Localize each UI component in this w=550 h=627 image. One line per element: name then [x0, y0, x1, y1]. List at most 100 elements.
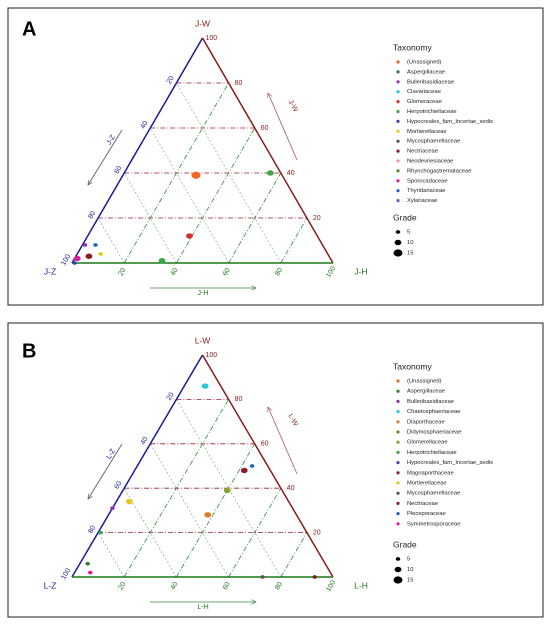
w-tick-label: 40 — [287, 170, 295, 177]
z-tick-label: 20 — [166, 391, 176, 401]
legend-label: Hypocreales_fam_Incertae_sedis — [407, 119, 493, 125]
legend-label: (Unassigned) — [407, 379, 442, 385]
h-tick-label: 80 — [274, 267, 284, 277]
legend-swatch — [396, 139, 400, 143]
data-point — [87, 570, 93, 575]
legend-label: Neodevriesiaceae — [407, 159, 453, 165]
legend-swatch — [396, 420, 400, 424]
size-legend-title: Grade — [393, 539, 417, 549]
size-legend-label: 10 — [407, 240, 413, 246]
data-point — [98, 530, 104, 535]
size-legend-label: 5 — [407, 557, 410, 563]
h-tick-label: 100 — [325, 579, 337, 593]
data-point — [240, 467, 248, 474]
legend-swatch — [396, 461, 400, 465]
legend-title: Taxonomy — [393, 42, 432, 52]
legend-label: Glomeraceae — [407, 99, 442, 105]
legend-swatch — [396, 159, 400, 163]
legend-label: Aspergillaceae — [407, 69, 445, 75]
h-arrow-label: L-H — [197, 604, 208, 611]
legend-swatch — [396, 440, 400, 444]
legend-label: Hypocreales_fam_Incertae_sedis — [407, 460, 493, 466]
z-edge — [71, 37, 204, 264]
z-vertex-label: J-Z — [44, 266, 56, 276]
data-point — [82, 243, 88, 247]
grid-line — [97, 217, 125, 264]
legend-swatch — [396, 199, 400, 203]
grid-line — [150, 443, 229, 578]
h-tick-label: 60 — [222, 581, 232, 591]
w-vertex-label: J-W — [195, 18, 210, 28]
legend-label: Herpotrichiellaceae — [407, 450, 457, 456]
legend-label: Magnaporthaceae — [407, 470, 454, 476]
legend-label: Herpotrichiellaceae — [407, 109, 457, 115]
w-edge — [201, 37, 334, 264]
legend-swatch — [396, 129, 400, 133]
data-point — [186, 233, 193, 239]
data-point — [126, 498, 133, 505]
legend-label: Chaetosphaeriaceae — [407, 409, 461, 415]
legend-swatch — [396, 80, 400, 84]
legend-swatch — [396, 471, 400, 475]
grid-line — [176, 82, 282, 264]
legend-title: Taxonomy — [393, 361, 432, 371]
legend-label: (Unassigned) — [407, 60, 442, 66]
grid-line — [97, 532, 125, 578]
legend-label: Pleosporaceae — [407, 511, 446, 517]
legend-swatch — [396, 410, 400, 414]
z-edge — [71, 354, 204, 578]
z-tick-label: 60 — [114, 480, 124, 490]
size-legend-key — [393, 576, 403, 584]
data-point — [98, 252, 104, 256]
z-tick-label: 40 — [140, 436, 150, 446]
grid-line — [280, 532, 308, 578]
data-point — [85, 561, 90, 566]
w-arrow — [268, 407, 298, 475]
h-vertex-label: J-H — [354, 266, 367, 276]
size-legend-title: Grade — [393, 212, 417, 222]
h-tick-label: 100 — [325, 265, 337, 279]
grid-line — [123, 488, 177, 578]
panel-label: B — [22, 340, 36, 362]
h-tick-label: 40 — [170, 581, 180, 591]
legend-label: Rhynchogastremataceae — [407, 168, 471, 174]
z-tick-label: 80 — [87, 525, 97, 535]
legend-label: Thyridariaceae — [407, 188, 445, 194]
grid-line — [228, 487, 282, 578]
legend-swatch — [396, 100, 400, 104]
w-tick-label: 100 — [206, 35, 218, 42]
size-legend-label: 5 — [407, 230, 410, 236]
w-tick-label: 20 — [313, 215, 321, 222]
z-arrow — [88, 443, 123, 499]
w-tick-label: 80 — [235, 80, 243, 87]
size-legend-key — [394, 239, 402, 246]
data-point — [110, 506, 115, 511]
z-tick-label: 40 — [140, 120, 150, 130]
legend-swatch — [396, 189, 400, 193]
legend-label: Mycosphaerellaceae — [407, 139, 460, 145]
data-point — [249, 464, 255, 468]
legend-swatch — [396, 90, 400, 94]
h-vertex-label: L-H — [354, 580, 368, 590]
data-point — [191, 171, 201, 179]
z-tick-label: 100 — [60, 253, 72, 267]
legend-label: Glomerellaceae — [407, 440, 448, 446]
size-legend-key — [394, 566, 402, 573]
legend-swatch — [396, 511, 400, 516]
legend-label: Mycosphaerellaceae — [407, 491, 460, 497]
grid-line — [176, 443, 256, 578]
z-tick-label: 100 — [60, 567, 72, 581]
legend-swatch — [396, 389, 400, 393]
legend-swatch — [396, 430, 400, 434]
z-vertex-label: L-Z — [44, 580, 57, 590]
legend-swatch — [396, 119, 400, 123]
h-tick-label: 20 — [118, 267, 128, 277]
legend-swatch — [396, 169, 400, 173]
legend-label: Sporocadaceae — [407, 178, 448, 184]
legend-swatch — [396, 70, 400, 74]
grid-line — [123, 172, 177, 264]
size-legend-key — [393, 249, 403, 257]
z-arrow-label: J-Z — [106, 133, 117, 146]
legend-swatch — [396, 481, 400, 485]
data-point — [260, 575, 265, 579]
